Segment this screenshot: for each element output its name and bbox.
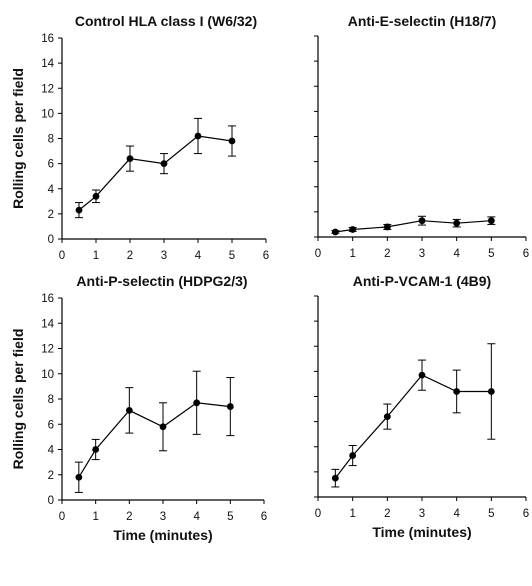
y-tick-label: 6 bbox=[48, 419, 54, 431]
y-tick-label: 16 bbox=[41, 33, 54, 45]
x-tick-label: 4 bbox=[453, 248, 460, 260]
data-point bbox=[126, 155, 134, 163]
series-line bbox=[335, 220, 492, 233]
y-tick-label: 12 bbox=[41, 83, 54, 95]
data-point bbox=[349, 226, 357, 233]
y-tick-label: 0 bbox=[48, 495, 54, 507]
series-line bbox=[78, 402, 231, 478]
x-tick-label: 5 bbox=[229, 250, 235, 262]
x-tick-label: 3 bbox=[419, 508, 425, 520]
x-tick-label: 3 bbox=[160, 511, 166, 523]
x-tick-label: 0 bbox=[59, 250, 65, 262]
data-point bbox=[194, 132, 202, 140]
data-point bbox=[331, 228, 339, 236]
data-point bbox=[228, 137, 236, 145]
y-tick-label: 8 bbox=[48, 134, 54, 146]
y-tick-label: 2 bbox=[48, 209, 54, 221]
data-point bbox=[418, 371, 426, 379]
x-axis-label: Time (minutes) bbox=[113, 527, 212, 543]
x-tick-label: 5 bbox=[488, 248, 494, 260]
data-point bbox=[331, 474, 339, 482]
panel-title: Anti-P-VCAM-1 (4B9) bbox=[353, 273, 491, 289]
data-point bbox=[75, 206, 83, 214]
data-point bbox=[487, 217, 495, 225]
data-point bbox=[92, 446, 100, 453]
y-tick-label: 0 bbox=[48, 234, 54, 246]
data-point bbox=[226, 403, 234, 410]
data-point bbox=[349, 452, 357, 459]
x-tick-label: 1 bbox=[349, 248, 355, 260]
data-point bbox=[160, 160, 168, 168]
x-tick-label: 2 bbox=[127, 250, 133, 262]
y-tick-label: 12 bbox=[41, 344, 54, 356]
data-point bbox=[193, 399, 201, 407]
y-tick-label: 2 bbox=[48, 470, 54, 482]
y-tick-label: 4 bbox=[48, 184, 55, 196]
panel-title: Anti-P-selectin (HDPG2/3) bbox=[76, 273, 247, 289]
x-tick-label: 2 bbox=[126, 511, 132, 523]
x-tick-label: 3 bbox=[161, 250, 167, 262]
x-tick-label: 1 bbox=[349, 508, 355, 520]
x-tick-label: 0 bbox=[59, 511, 65, 523]
x-tick-label: 0 bbox=[315, 248, 321, 260]
y-tick-label: 14 bbox=[41, 318, 54, 330]
data-point bbox=[418, 217, 426, 225]
x-tick-label: 6 bbox=[523, 508, 529, 520]
data-point bbox=[92, 192, 100, 200]
x-tick-label: 5 bbox=[488, 508, 494, 520]
y-tick-label: 16 bbox=[41, 293, 54, 305]
x-tick-label: 1 bbox=[92, 511, 98, 523]
data-point bbox=[453, 219, 461, 227]
x-tick-label: 4 bbox=[195, 250, 202, 262]
x-tick-label: 3 bbox=[419, 248, 425, 260]
x-tick-label: 6 bbox=[263, 250, 269, 262]
x-axis-label: Time (minutes) bbox=[372, 524, 471, 540]
y-axis-label: Rolling cells per field bbox=[10, 68, 26, 209]
x-tick-label: 4 bbox=[453, 508, 460, 520]
y-tick-label: 10 bbox=[41, 369, 54, 381]
chart-panel-2: Anti-E-selectin (H18/7) 0 1 2 3 4 5 6 bbox=[314, 13, 529, 260]
data-point bbox=[453, 388, 461, 395]
y-tick-label: 4 bbox=[48, 445, 55, 457]
series-line bbox=[78, 135, 233, 211]
data-point bbox=[383, 223, 391, 231]
panel-title: Control HLA class I (W6/32) bbox=[75, 13, 257, 29]
chart-panel-1: Control HLA class I (W6/32)0246810121416… bbox=[10, 13, 269, 262]
data-point bbox=[383, 413, 391, 420]
x-tick-label: 4 bbox=[193, 511, 200, 523]
x-tick-label: 5 bbox=[227, 511, 233, 523]
x-tick-label: 2 bbox=[384, 508, 390, 520]
data-point bbox=[159, 423, 167, 431]
x-tick-label: 2 bbox=[384, 248, 390, 260]
y-tick-label: 14 bbox=[41, 58, 54, 70]
data-point bbox=[487, 388, 495, 395]
y-tick-label: 10 bbox=[41, 108, 54, 120]
y-axis-label: Rolling cells per field bbox=[10, 329, 26, 470]
x-tick-label: 1 bbox=[93, 250, 99, 262]
panel-title: Anti-E-selectin (H18/7) bbox=[348, 13, 497, 29]
y-tick-label: 8 bbox=[48, 394, 54, 406]
x-tick-label: 6 bbox=[261, 511, 267, 523]
data-point bbox=[125, 406, 133, 414]
y-tick-label: 6 bbox=[48, 159, 54, 171]
x-tick-label: 6 bbox=[523, 248, 529, 260]
series-line bbox=[334, 374, 492, 479]
chart-panel-4: Anti-P-VCAM-1 (4B9) 0 1 2 3 4 5 6 Time (minutes) bbox=[314, 273, 529, 540]
x-tick-label: 0 bbox=[315, 508, 321, 520]
data-point bbox=[75, 473, 83, 481]
